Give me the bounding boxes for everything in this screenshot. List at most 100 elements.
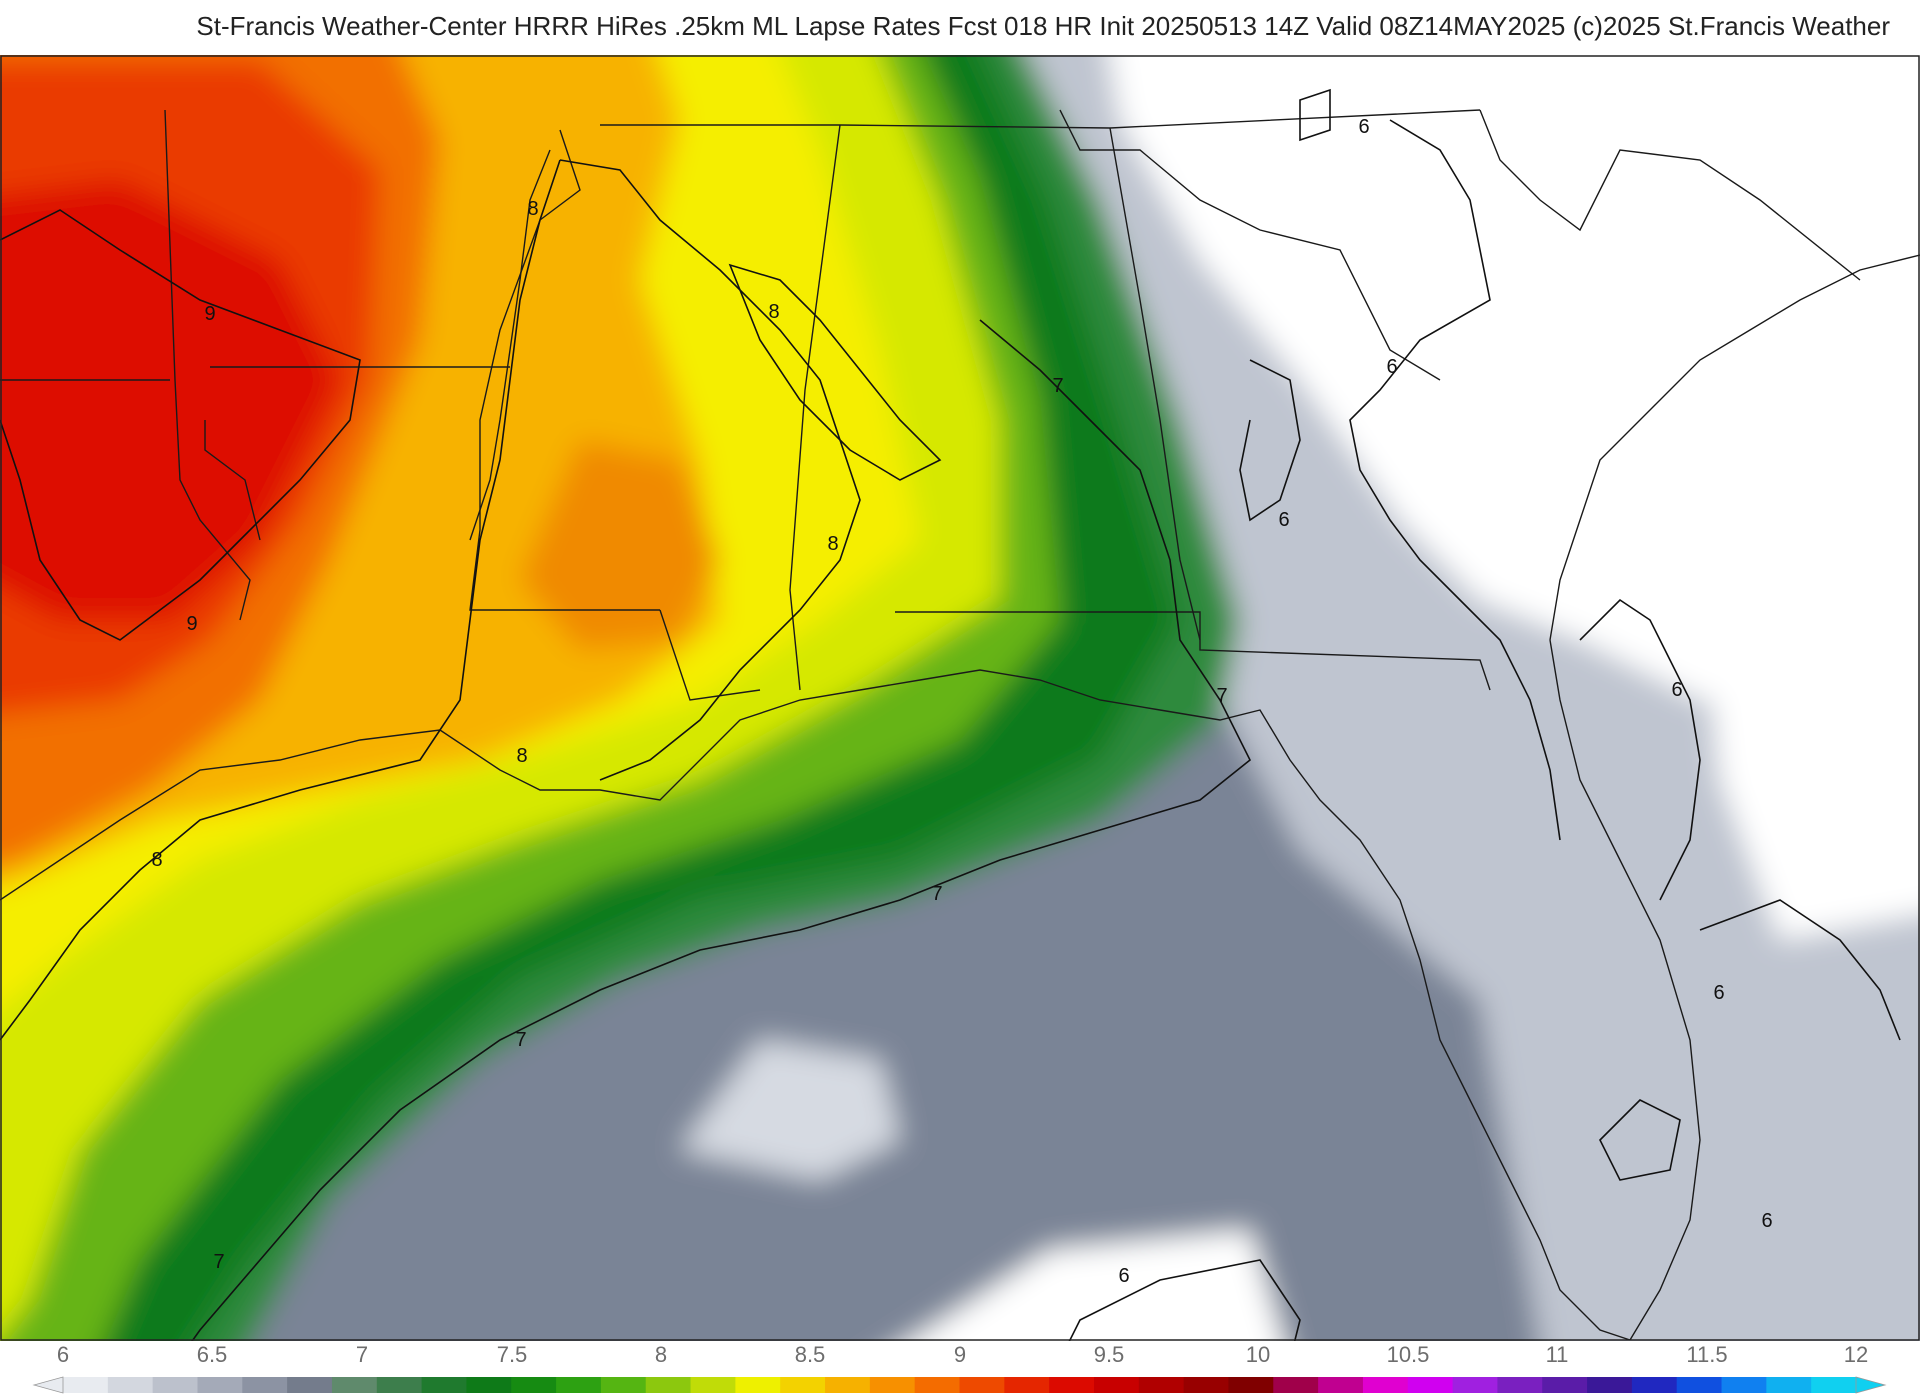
- colorbar-cell: [1318, 1377, 1364, 1393]
- colorbar-tick: 9: [953, 1342, 967, 1367]
- state-line-9: [1109, 127, 1201, 641]
- contour-label-8-a: 8: [527, 198, 538, 220]
- contour-6-lake: [1299, 88, 1331, 142]
- field-band-lt6-gulf: [910, 1230, 1283, 1341]
- contour-6-bay: [1699, 899, 1901, 1041]
- colorbar-tick: 11: [1545, 1342, 1569, 1367]
- colorbar-cell: [869, 1377, 916, 1393]
- contour-label-9-b: 9: [186, 613, 197, 635]
- state-line-2: [164, 109, 251, 621]
- colorbar-cell: [1811, 1377, 1857, 1393]
- contour-label-6-a: 6: [1358, 116, 1369, 138]
- contour-label-6-c: 6: [1278, 509, 1289, 531]
- coastline-florida-east: [1549, 639, 1701, 1341]
- contour-6-west: [1239, 359, 1301, 522]
- colorbar-cell: [376, 1377, 423, 1393]
- state-line-12: [1059, 109, 1441, 381]
- colorbar-cell: [466, 1377, 512, 1393]
- colorbar-tick: 8.5: [794, 1342, 826, 1367]
- coastline-gulf: [0, 669, 1631, 1341]
- contour-label-7-c: 7: [931, 883, 942, 905]
- colorbar-tick: 6: [56, 1342, 70, 1367]
- colorbar-cell: [1273, 1377, 1319, 1393]
- colorbar-tick: 9.5: [1093, 1342, 1125, 1367]
- lapse-rate-field: [0, 55, 1920, 1341]
- colorbar: [32, 1376, 1887, 1394]
- political-boundaries: [0, 109, 1920, 1341]
- contour-8-island: [728, 263, 942, 481]
- colorbar-cell: [690, 1377, 736, 1393]
- colorbar-cell: [1407, 1377, 1454, 1393]
- colorbar-cell: [331, 1377, 378, 1393]
- field-band-10: [0, 180, 340, 620]
- colorbar-cell: [1138, 1377, 1185, 1393]
- colorbar-cell: [1049, 1377, 1095, 1393]
- colorbar-cell: [825, 1377, 871, 1393]
- map-title: St-Francis Weather-Center HRRR HiRes .25…: [0, 0, 1920, 52]
- colorbar-cell: [1676, 1377, 1723, 1393]
- contour-8-east: [559, 159, 861, 781]
- colorbar-tick: 10.5: [1386, 1342, 1430, 1367]
- colorbar-cell: [1004, 1377, 1050, 1393]
- colorbar-cells: [63, 1377, 1857, 1393]
- colorbar-cell: [1183, 1377, 1230, 1393]
- field-band-gulf-light: [680, 1040, 900, 1180]
- contour-label-8-d: 8: [516, 745, 527, 767]
- contour-label-8-e: 8: [151, 849, 162, 871]
- contour-label-7-e: 7: [213, 1251, 224, 1273]
- contour-label-8-b: 8: [768, 301, 779, 323]
- colorbar-tick: 10: [1245, 1342, 1271, 1367]
- colorbar-cell: [197, 1377, 243, 1393]
- state-line-6: [469, 129, 660, 611]
- colorbar-cell: [1631, 1377, 1678, 1393]
- colorbar-cell: [1721, 1377, 1767, 1393]
- colorbar-arrow-right: [1855, 1376, 1887, 1394]
- colorbar-arrow-left: [32, 1376, 64, 1394]
- contour-7: [191, 319, 1252, 1341]
- colorbar-cell: [1587, 1377, 1633, 1393]
- colorbar-cell: [287, 1377, 333, 1393]
- contour-label-6-b: 6: [1386, 356, 1397, 378]
- field-band-orange-inland: [520, 440, 720, 650]
- colorbar-cell: [600, 1377, 647, 1393]
- field-band-lt6-north: [1109, 55, 1920, 700]
- colorbar-tick: 6.5: [196, 1342, 228, 1367]
- contour-6-gulf: [1068, 1259, 1301, 1341]
- contour-6-east: [1349, 119, 1561, 841]
- colorbar-cell: [511, 1377, 557, 1393]
- colorbar-cell: [1093, 1377, 1140, 1393]
- map-frame: [0, 55, 1920, 1341]
- contour-labels: 9 9 8 8 8 8 8 7 7 7 7 7 6 6 6 6 6 6 6: [151, 116, 1772, 1287]
- lapse-rate-map: 9 9 8 8 8 8 8 7 7 7 7 7 6 6 6 6 6 6 6: [0, 55, 1920, 1341]
- state-line-10: [895, 611, 1491, 691]
- contour-label-6-e: 6: [1713, 982, 1724, 1004]
- colorbar-tick: 8: [654, 1342, 668, 1367]
- colorbar-cell: [421, 1377, 468, 1393]
- contour-6-florida: [1579, 598, 1701, 901]
- colorbar-cell: [1452, 1377, 1499, 1393]
- colorbar-cell: [556, 1377, 602, 1393]
- coastline-atlantic: [1549, 254, 1920, 641]
- colorbar-cell: [152, 1377, 199, 1393]
- colorbar-cell: [107, 1377, 154, 1393]
- colorbar-tick: 12: [1843, 1342, 1869, 1367]
- contour-lines: [0, 88, 1901, 1341]
- colorbar-cell: [1228, 1377, 1274, 1393]
- colorbar-cell: [1362, 1377, 1409, 1393]
- contour-label-8-c: 8: [827, 533, 838, 555]
- colorbar-cell: [1497, 1377, 1543, 1393]
- field-band-lt6-east: [1700, 565, 1920, 940]
- colorbar-cell: [959, 1377, 1005, 1393]
- river-mississippi: [469, 149, 551, 541]
- colorbar-cell: [1542, 1377, 1588, 1393]
- contour-label-6-f: 6: [1761, 1210, 1772, 1232]
- colorbar-cell: [780, 1377, 826, 1393]
- colorbar-cell: [645, 1377, 692, 1393]
- state-line-5: [600, 109, 1481, 129]
- contour-label-6-d: 6: [1671, 679, 1682, 701]
- colorbar-cell: [63, 1377, 109, 1393]
- colorbar-tick: 7: [355, 1342, 369, 1367]
- title-text: St-Francis Weather-Center HRRR HiRes .25…: [196, 10, 1890, 41]
- colorbar-tick: 11.5: [1686, 1342, 1728, 1367]
- colorbar-cell: [1766, 1377, 1812, 1393]
